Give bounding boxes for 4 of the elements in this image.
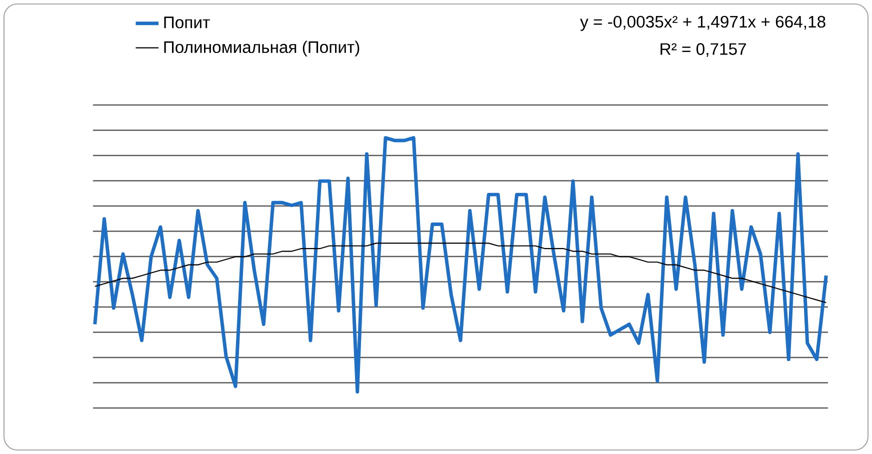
legend-label: Попит bbox=[164, 16, 210, 28]
text: y = -0,0035x² + 1,4971x + 664,18 bbox=[580, 16, 826, 31]
text: R² = 0,7157 bbox=[660, 43, 746, 57]
legend-label: Полиномиальная (Попит) bbox=[164, 40, 360, 56]
